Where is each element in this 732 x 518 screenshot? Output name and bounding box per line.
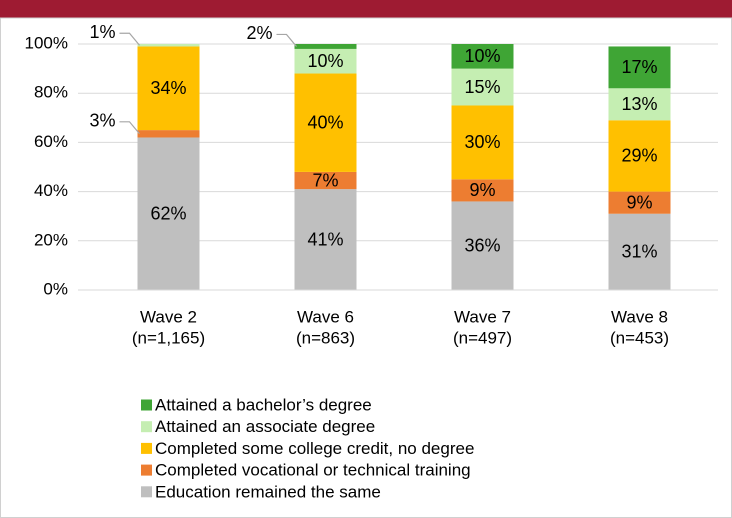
legend-swatch [141,399,152,411]
y-tick-label: 40% [34,181,68,200]
data-label: 31% [621,242,657,262]
data-label: 2% [246,23,272,43]
legend-swatch [141,442,152,454]
legend-label: Completed vocational or technical traini… [155,461,471,480]
data-label: 41% [307,229,343,249]
bar-segment [608,120,671,192]
bar-segment [294,48,357,74]
bar-segment [137,44,200,47]
bar-segment [608,213,671,290]
data-label: 29% [621,146,657,166]
bar-segment [608,191,671,214]
y-tick-label: 20% [34,230,68,249]
x-tick-label: (n=863) [296,328,355,347]
data-label: 10% [464,46,500,66]
data-label: 17% [621,57,657,77]
bar-segment [294,171,357,190]
x-tick-label: Wave 2 [140,307,197,326]
header-bar [0,0,732,18]
x-tick-label: Wave 6 [297,307,354,326]
bar-segment [294,44,357,49]
data-label: 9% [626,192,652,212]
y-tick-label: 0% [43,279,68,298]
data-label: 7% [312,170,338,190]
bar-segment [137,137,200,290]
leader-line [119,121,140,135]
x-tick-label: (n=497) [453,328,512,347]
y-tick-label: 100% [25,33,68,52]
x-tick-label: (n=453) [610,328,669,347]
legend-label: Attained an associate degree [155,417,375,436]
bar-segment [137,130,200,138]
legend-label: Education remained the same [155,482,381,501]
data-label: 15% [464,77,500,97]
leader-line [119,32,140,46]
bar-segment [451,201,514,290]
bar-segment [451,68,514,106]
data-label: 9% [469,180,495,200]
legend-label: Attained a bachelor’s degree [155,395,372,414]
data-label: 62% [150,203,186,223]
bar-segment [294,189,357,290]
data-label: 30% [464,132,500,152]
legend-swatch [141,464,152,476]
x-tick-label: (n=1,165) [132,328,205,347]
y-tick-label: 80% [34,83,68,102]
bar-segment [137,46,200,131]
data-label: 36% [464,235,500,255]
legend-swatch [141,486,152,498]
bar-segment [294,73,357,172]
data-label: 1% [89,22,115,42]
bar-segment [608,46,671,89]
x-tick-label: Wave 7 [454,307,511,326]
bar-segment [451,105,514,180]
data-label: 34% [150,78,186,98]
data-label: 10% [307,51,343,71]
data-label: 40% [307,112,343,132]
bar-segment [451,179,514,202]
bar-segment [451,44,514,69]
data-label: 3% [89,111,115,131]
leader-line [276,33,297,47]
bar-segment [608,88,671,121]
x-tick-label: Wave 8 [611,307,668,326]
legend-swatch [141,421,152,433]
y-tick-label: 60% [34,132,68,151]
data-label: 13% [621,94,657,114]
legend-label: Completed some college credit, no degree [155,439,474,458]
